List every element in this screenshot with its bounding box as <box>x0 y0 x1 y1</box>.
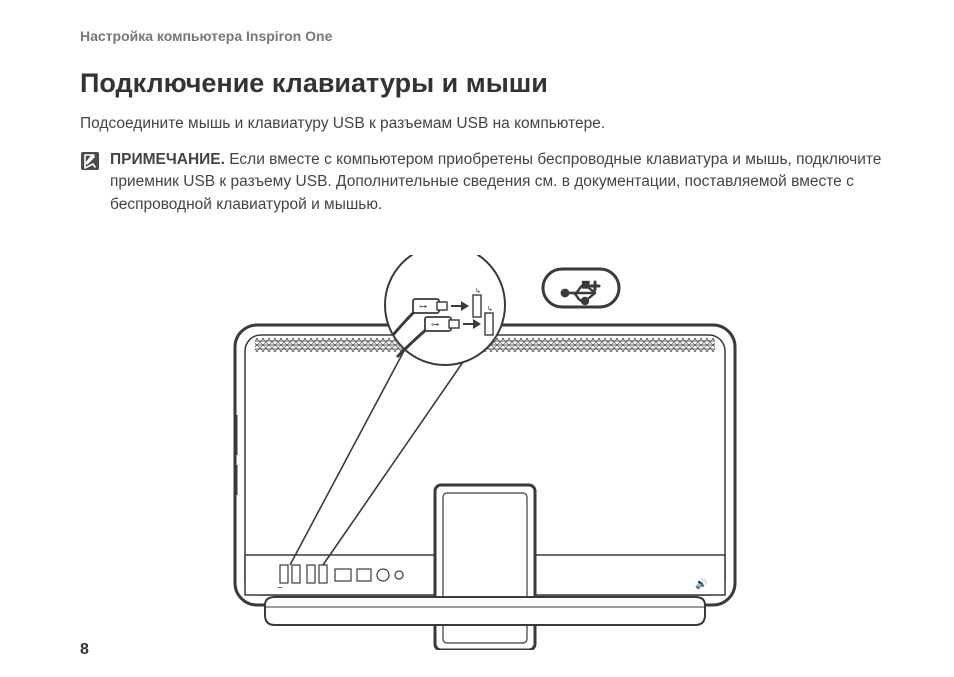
svg-text:⊶: ⊶ <box>419 302 427 311</box>
note-body: Если вместе с компьютером приобретены бе… <box>110 151 881 213</box>
svg-text:⊶: ⊶ <box>431 320 439 329</box>
intro-text: Подсоедините мышь и клавиатуру USB к раз… <box>80 113 894 135</box>
breadcrumb: Настройка компьютера Inspiron One <box>80 28 894 44</box>
note-block: ПРИМЕЧАНИЕ. Если вместе с компьютером пр… <box>80 149 894 216</box>
note-text: ПРИМЕЧАНИЕ. Если вместе с компьютером пр… <box>110 149 894 216</box>
note-label: ПРИМЕЧАНИЕ. <box>110 151 225 168</box>
svg-text:🔊: 🔊 <box>695 577 707 590</box>
svg-text:↳: ↳ <box>487 305 493 313</box>
note-icon <box>80 151 100 171</box>
svg-text:↳: ↳ <box>475 287 481 295</box>
page-title: Подключение клавиатуры и мыши <box>80 68 894 99</box>
svg-text:⎓: ⎓ <box>278 585 282 591</box>
page-number: 8 <box>80 641 89 659</box>
computer-diagram: ⎓ 🔊 ⊶ ⊶ ↳ ↳ <box>215 255 755 650</box>
usb-badge-icon <box>543 269 619 307</box>
